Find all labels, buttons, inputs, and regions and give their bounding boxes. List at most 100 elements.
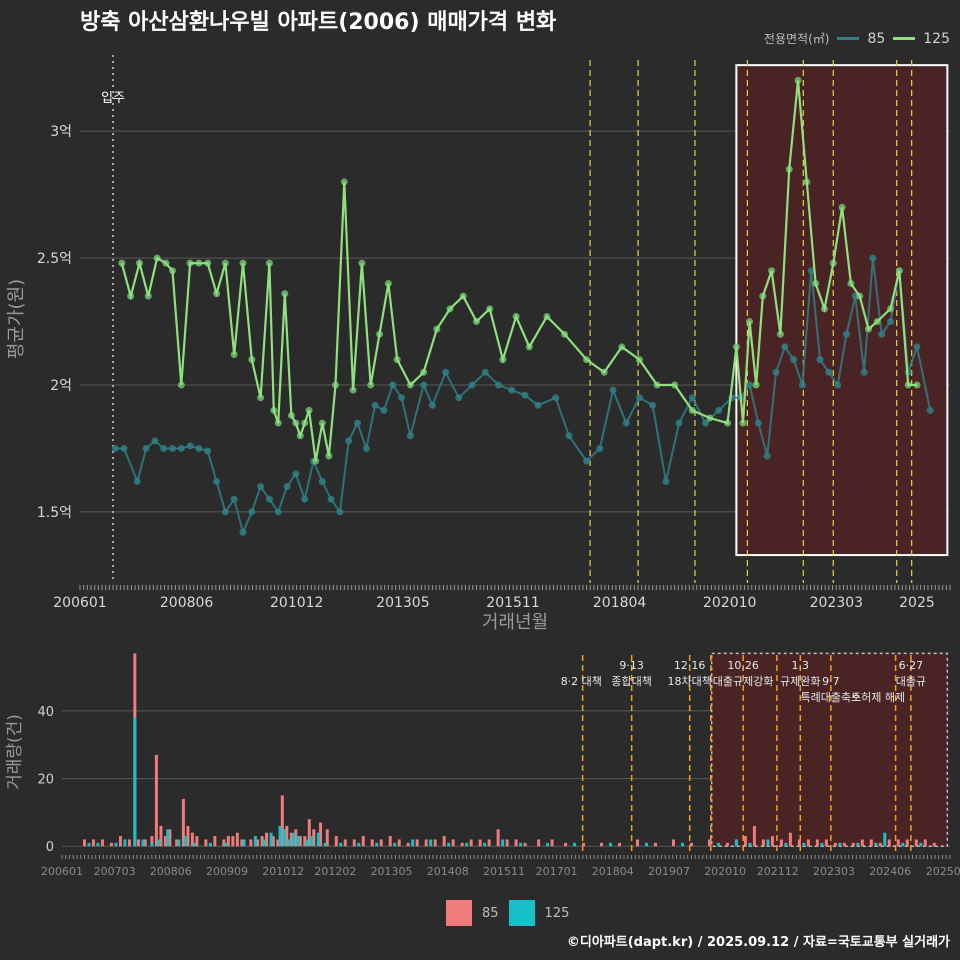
bar-85 <box>923 839 927 847</box>
bar-85 <box>150 836 154 847</box>
y-tick-label: 20 <box>37 773 54 788</box>
series-85-point <box>662 477 670 485</box>
bar-85 <box>842 842 846 847</box>
series-85-point <box>455 394 463 402</box>
series-85-point <box>204 447 212 455</box>
price-chart: 1.5억 2억 2.5억 3억 입주 200601 200806 201012 201305 20… <box>6 55 951 633</box>
bar-85 <box>298 836 302 847</box>
series-85-point <box>649 401 657 409</box>
series-85-point <box>609 386 617 394</box>
bar-125 <box>820 842 824 847</box>
series-125-line <box>120 80 917 462</box>
bar-125 <box>323 842 327 847</box>
bar-125 <box>87 842 91 847</box>
series-85-point <box>508 386 516 394</box>
bar-125 <box>573 842 577 847</box>
bar-85 <box>797 839 801 847</box>
series-85-point <box>133 477 141 485</box>
bar-85 <box>824 839 828 847</box>
y-axis-title: 평균가(원) <box>6 279 27 359</box>
bar-85 <box>159 825 163 847</box>
bar-125 <box>609 842 613 847</box>
series-85-point <box>675 419 683 427</box>
bar-85 <box>932 842 936 847</box>
policy-annotation: 특례대출축소 <box>800 691 861 704</box>
x-tick-label: 202010 <box>704 865 746 878</box>
series-125-point <box>118 259 126 267</box>
series-85-point <box>754 419 762 427</box>
bar-125 <box>447 842 451 847</box>
series-85-point <box>702 419 710 427</box>
bar-125 <box>501 839 505 847</box>
bar-125 <box>919 842 923 847</box>
bar-125 <box>157 839 161 847</box>
bar-125 <box>133 717 137 847</box>
policy-annotation: 토허제 해제 <box>851 690 905 704</box>
policy-annotation: 종합대책 <box>611 675 651 688</box>
bar-125 <box>411 839 415 847</box>
bar-85 <box>370 839 374 847</box>
bar-125 <box>357 842 361 847</box>
series-85-point <box>221 508 229 516</box>
bar-85 <box>725 842 729 847</box>
y-tick-label: 2억 <box>50 378 72 394</box>
series-85-point <box>398 394 406 402</box>
policy-annotation: 18차대책 <box>667 675 711 688</box>
bar-85 <box>307 819 311 847</box>
highlight-box <box>710 652 949 847</box>
series-85-point <box>406 432 414 440</box>
bar-85 <box>256 839 260 847</box>
bar-85 <box>312 829 316 847</box>
x-tick-label: 201511 <box>483 865 525 878</box>
bar-85 <box>424 839 428 847</box>
bar-125 <box>734 839 738 847</box>
series-85-line <box>115 257 932 536</box>
series-85-point <box>521 391 529 399</box>
page-title: 방축 아산삼환나우빌 아파트(2006) 매매가격 변화 <box>80 10 557 35</box>
legend2-85-label: 85 <box>482 905 499 921</box>
bar-125 <box>305 839 309 847</box>
bar-85 <box>143 839 147 847</box>
series-85-point <box>354 419 362 427</box>
x-tick-label: 201305 <box>376 595 429 611</box>
bar-85 <box>833 842 837 847</box>
bar-85 <box>743 836 747 847</box>
series-85-point <box>195 444 203 452</box>
bar-85 <box>154 754 158 847</box>
bar-85 <box>181 798 185 847</box>
series-85-point <box>798 381 806 389</box>
bar-85 <box>415 839 419 847</box>
bar-85 <box>815 839 819 847</box>
policy-annotation: 규제완화 <box>780 675 820 688</box>
bar-85 <box>851 842 855 847</box>
x-tick-label: 2025 <box>899 595 935 611</box>
legend-title: 전용면적(㎡) <box>763 32 830 46</box>
series-85-point <box>481 368 489 376</box>
bar-85 <box>260 836 264 847</box>
bar-125 <box>375 842 379 847</box>
bar-85 <box>175 839 179 847</box>
series-85-point <box>913 343 921 351</box>
series-85-point <box>345 437 353 445</box>
series-85-point <box>327 495 335 503</box>
bar-85 <box>195 836 199 847</box>
bar-85 <box>806 839 810 847</box>
series-85-point <box>494 381 502 389</box>
bar-85 <box>163 836 167 847</box>
x-tick-label: 201305 <box>371 865 413 878</box>
series-85-point <box>318 477 326 485</box>
bar-85 <box>469 839 473 847</box>
bar-85 <box>779 839 783 847</box>
y-tick-label: 1.5억 <box>37 505 72 521</box>
bar-85 <box>860 839 864 847</box>
x-axis-title: 거래년월 <box>482 612 548 633</box>
bar-125 <box>278 825 282 847</box>
bar-125 <box>716 842 720 847</box>
series-85-point <box>169 444 177 452</box>
bar-125 <box>184 836 188 847</box>
policy-annotation: 대출규제강화 <box>713 675 774 688</box>
move-in-label: 입주 <box>101 91 125 106</box>
y-tick-label: 3억 <box>50 124 72 140</box>
bar-85 <box>770 836 774 847</box>
legend-85-line-icon <box>837 37 860 40</box>
